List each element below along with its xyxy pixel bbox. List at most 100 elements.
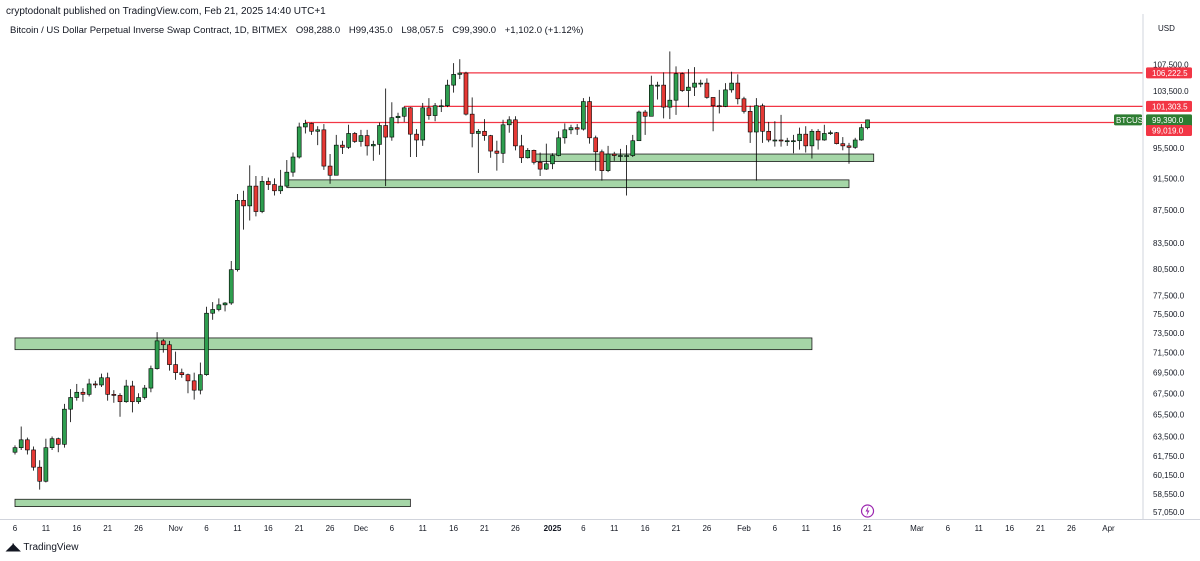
- candle: [173, 351, 178, 380]
- candle: [179, 368, 185, 378]
- price-tick-label: 71,500.0: [1153, 349, 1185, 358]
- candle: [235, 193, 240, 272]
- time-tick-label: 6: [13, 524, 18, 533]
- resistance-1-tag-label: 106,222.5: [1152, 69, 1188, 78]
- candle-body-down: [321, 129, 327, 167]
- price-axis[interactable]: USD 107,500.0 103,500.0 95,500.0 91,500.0 87,…: [1153, 24, 1189, 517]
- candle-body-up: [809, 130, 815, 147]
- candle: [766, 121, 771, 143]
- candle-body-down: [383, 125, 388, 138]
- time-tick-label: 21: [480, 524, 489, 533]
- resistance-1-tag: [1146, 67, 1192, 79]
- candle: [686, 69, 691, 108]
- candle-body-down: [747, 111, 753, 133]
- candle: [352, 131, 358, 143]
- candle: [290, 152, 296, 177]
- candle-body-up: [222, 302, 228, 306]
- candle: [142, 384, 148, 400]
- candle-body-down: [611, 153, 617, 156]
- candle: [649, 75, 654, 117]
- ohlc-low: L98,057.5: [401, 25, 444, 36]
- lightning-icon[interactable]: [860, 504, 875, 518]
- price-tick-label: 107,500.0: [1153, 60, 1189, 69]
- candle: [704, 78, 710, 99]
- candle: [476, 129, 481, 173]
- symbol-info-bar: Bitcoin / US Dollar Perpetual Inverse Sw…: [10, 25, 583, 36]
- candles-layer: [12, 51, 870, 490]
- candle-body-up: [438, 105, 444, 108]
- candle-body-up: [543, 163, 549, 170]
- candle-body-up: [154, 340, 160, 369]
- candle: [420, 102, 426, 146]
- candle-body-up: [432, 105, 438, 116]
- symbol-name[interactable]: Bitcoin / US Dollar Perpetual Inverse Sw…: [10, 25, 288, 36]
- candle: [618, 148, 623, 162]
- candle-body-down: [55, 438, 61, 445]
- candle-body-down: [716, 105, 722, 108]
- resistance-3-tag-label: 99,019.0: [1152, 127, 1184, 136]
- candle-body-up: [395, 115, 401, 118]
- candle-body-up: [346, 133, 351, 148]
- candle-body-up: [228, 269, 234, 304]
- candle-body-down: [185, 374, 191, 382]
- candle-body-up: [148, 368, 154, 389]
- candle-body-up: [550, 155, 555, 165]
- candle: [846, 142, 852, 164]
- candle-body-up: [43, 447, 49, 482]
- candle-body-up: [142, 387, 148, 398]
- tradingview-logo[interactable]: ◢◣ TradingView: [6, 542, 78, 553]
- price-tick-label: 57,050.0: [1153, 508, 1185, 517]
- time-tick-label: Mar: [910, 524, 924, 533]
- levels-layer: [305, 72, 1143, 124]
- price-tick-label: 80,500.0: [1153, 265, 1185, 274]
- candle: [383, 88, 388, 187]
- candle-body-down: [241, 199, 246, 207]
- candle: [358, 129, 364, 147]
- resistance-2-tag-label: 101,303.5: [1152, 102, 1188, 111]
- candle-body-down: [815, 130, 821, 141]
- candle-body-up: [451, 74, 456, 86]
- candle: [611, 151, 617, 161]
- candle: [513, 116, 518, 151]
- demand-zone-4: [14, 498, 411, 508]
- candle-body-down: [574, 127, 580, 130]
- candle-body-up: [18, 439, 24, 448]
- candle: [698, 79, 704, 88]
- price-tick-label: 60,150.0: [1153, 471, 1185, 480]
- candle-body-down: [587, 101, 592, 139]
- time-axis[interactable]: 6 11 16 21 26 Nov 6 11 16 21 26 Dec 6 11 16 21 26 2025 6 11…: [13, 524, 1115, 533]
- candle-body-down: [179, 372, 185, 375]
- candle-body-up: [525, 150, 531, 159]
- candle: [593, 135, 599, 171]
- candle: [222, 302, 228, 312]
- candle: [723, 83, 728, 108]
- candle: [710, 97, 716, 132]
- time-tick-label: 16: [264, 524, 273, 533]
- candle: [488, 134, 493, 158]
- zones-layer: [14, 153, 875, 508]
- candle: [451, 63, 456, 93]
- candle-body-up: [358, 135, 364, 142]
- symbol-tag: [1114, 114, 1142, 126]
- candle-body-up: [476, 130, 481, 134]
- candle: [315, 126, 321, 146]
- candle: [760, 103, 765, 143]
- candle-body-down: [704, 82, 710, 98]
- candle: [463, 71, 469, 116]
- candle: [716, 89, 722, 114]
- candle-body-down: [840, 143, 846, 147]
- candle: [167, 340, 172, 371]
- candle: [821, 124, 827, 141]
- candle: [550, 153, 555, 170]
- candle: [568, 124, 574, 135]
- candle: [642, 109, 648, 135]
- demand-zone-3: [14, 337, 813, 351]
- candle: [500, 119, 506, 164]
- candle: [55, 437, 61, 453]
- candle: [364, 129, 370, 156]
- candle: [321, 124, 327, 170]
- candle: [605, 145, 611, 173]
- time-tick-label: Apr: [1102, 524, 1115, 533]
- candle-body-up: [791, 140, 796, 143]
